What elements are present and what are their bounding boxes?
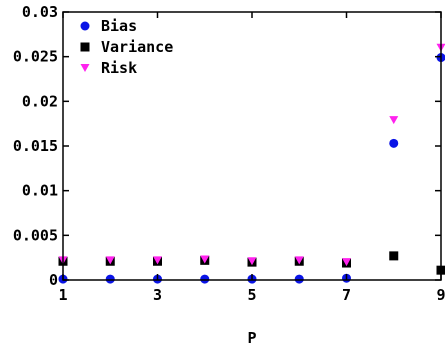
- legend-risk-marker: [80, 64, 90, 72]
- legend-bias-marker: [80, 21, 90, 31]
- bias-point: [105, 274, 115, 284]
- legend-variance-marker: [80, 42, 90, 52]
- chart-ticks: 1 3 5 7 9 0 0.005 0.01 0.015 0.02 0.025 0.03: [13, 3, 445, 304]
- y-tick-label: 0: [49, 271, 58, 289]
- legend-variance-label: Variance: [101, 38, 173, 56]
- y-tick-label: 0.02: [22, 92, 58, 110]
- risk-point: [342, 258, 351, 267]
- risk-point: [200, 255, 210, 264]
- bias-point: [200, 274, 210, 284]
- risk-point: [105, 256, 115, 265]
- bias-point: [294, 274, 304, 284]
- x-tick-label: 3: [153, 286, 162, 304]
- x-axis-label: P: [247, 329, 256, 347]
- variance-point: [389, 251, 399, 261]
- risk-point: [247, 257, 257, 266]
- y-tick-label: 0.005: [13, 226, 58, 244]
- risk-point: [153, 256, 162, 265]
- legend-risk-label: Risk: [101, 59, 137, 77]
- y-tick-label: 0.01: [22, 182, 58, 200]
- legend-bias-label: Bias: [101, 17, 137, 35]
- y-tick-label: 0.015: [13, 137, 58, 155]
- chart-markers: [58, 43, 445, 284]
- bias-point: [389, 138, 399, 148]
- risk-point: [389, 116, 399, 125]
- y-tick-label: 0.03: [22, 3, 58, 21]
- y-tick-label: 0.025: [13, 48, 58, 66]
- x-tick-label: 7: [342, 286, 351, 304]
- risk-point: [294, 256, 304, 265]
- x-tick-label: 5: [247, 286, 256, 304]
- x-tick-label: 1: [58, 286, 67, 304]
- chart-legend: Bias Variance Risk: [80, 17, 173, 77]
- x-tick-label: 9: [436, 286, 445, 304]
